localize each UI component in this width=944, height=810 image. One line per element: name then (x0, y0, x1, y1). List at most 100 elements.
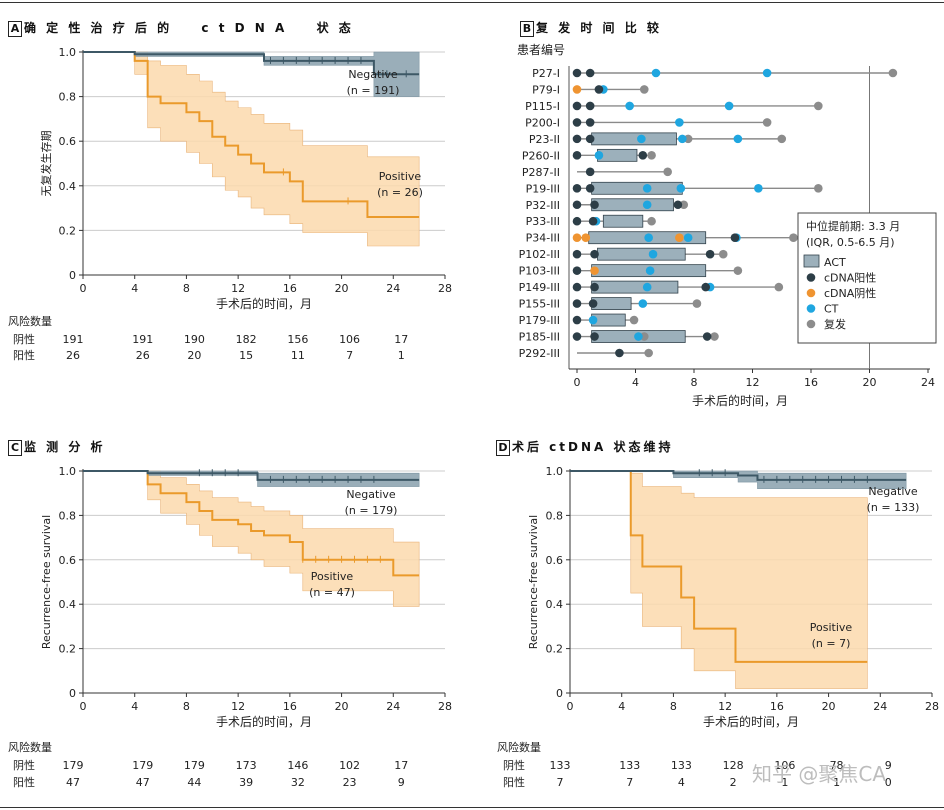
panel-c-risk-count: 17 (394, 759, 408, 772)
panel-b-ctdna-positive-dot (588, 216, 598, 226)
panel-b-ctdna-positive-dot (590, 200, 599, 210)
panel-b-ct-dot (642, 183, 652, 193)
panel-b-relapse-dot (647, 216, 656, 226)
panel-c-risk-table-heading: 风险数量 (8, 740, 52, 754)
panel-a-x-tick-label: 0 (80, 282, 87, 295)
panel-c-risk-count: 179 (63, 759, 84, 772)
panel-b-patient-label: P27-I (532, 67, 560, 80)
panel-a-y-tick-label: 1.0 (59, 46, 77, 59)
panel-b-ct-dot (638, 299, 648, 308)
panel-d-negative-ci-band (570, 470, 907, 490)
panel-b-act-bar (602, 214, 644, 228)
panel-b-relapse-dot (629, 315, 639, 325)
panel-b-legend-label: cDNA阴性 (824, 286, 876, 300)
panel-b-x-tick-label: 8 (691, 376, 698, 389)
panel-b-ctdna-positive-dot (572, 332, 582, 341)
panel-a-y-axis-label: 无复发生存期 (39, 131, 53, 197)
panel-a-x-axis-label: 手术后的时间，月 (216, 296, 312, 311)
panel-d-risk-count: 7 (626, 776, 633, 789)
panel-c-y-tick-label: 0.8 (59, 509, 77, 522)
panel-c-negative-label: Negative (346, 488, 396, 501)
panel-c-x-tick-label: 20 (335, 700, 349, 713)
panel-b-ctdna-negative-dot (581, 233, 591, 242)
panel-a-x-tick-label: 24 (386, 282, 400, 295)
panel-d-y-tick-label: 0.2 (546, 643, 564, 656)
panel-c-positive-ci-band (83, 470, 420, 607)
panel-b-relapse-dot (647, 151, 656, 160)
panel-b-ctdna-positive-dot (594, 85, 604, 94)
panel-b-y-axis-title: 患者编号 (517, 42, 565, 57)
panel-d-risk-count: 4 (678, 776, 685, 789)
panel-a-risk-count: 182 (236, 333, 257, 346)
panel-b-patient-label: P260-II (522, 149, 560, 162)
panel-b-relapse-dot (814, 101, 823, 111)
panel-c-risk-count: 44 (187, 776, 201, 789)
panel-b-ctdna-positive-dot (572, 134, 582, 144)
panel-b-ctdna-positive-dot (730, 233, 740, 242)
panel-d-risk-count: 133 (550, 759, 571, 772)
panel-a-positive-ci-band (83, 51, 420, 247)
panel-b-patient-label: P179-III (519, 314, 560, 327)
panel-b-patient-label: P287-II (522, 166, 560, 179)
panel-d-risk-count: 2 (730, 776, 737, 789)
panel-c-y-tick-label: 0.6 (59, 554, 77, 567)
panel-a-x-tick-label: 4 (131, 282, 138, 295)
panel-a-x-tick-label: 16 (283, 282, 297, 295)
panel-d-risk-table-heading: 风险数量 (497, 740, 541, 754)
panel-b-relapse-dot (710, 332, 719, 341)
panel-c-risk-count: 179 (132, 759, 153, 772)
panel-c-x-axis-label: 手术后的时间，月 (216, 714, 312, 729)
panel-b-legend-ct-swatch (806, 304, 816, 313)
panel-d-risk-count: 133 (619, 759, 640, 772)
panel-a-y-tick-label: 0.4 (59, 180, 77, 193)
panel-a-x-tick-label: 12 (231, 282, 245, 295)
panel-b-ctdna-positive-dot (705, 249, 715, 259)
panel-b-x-tick-label: 4 (632, 376, 639, 389)
panel-a-risk-row-label: 阴性 (13, 332, 35, 346)
panel-d-risk-count: 106 (774, 759, 795, 772)
panel-d-risk-count: 7 (557, 776, 564, 789)
panel-b-patient-label: P155-III (519, 298, 560, 311)
panel-b-ctdna-positive-dot (588, 299, 598, 308)
panel-b-ct-dot (642, 282, 652, 292)
panel-a-risk-row-label: 阳性 (13, 348, 35, 362)
panel-c-negative-curve (83, 470, 420, 481)
panel-c-x-tick-label: 24 (386, 700, 400, 713)
panel-b-legend-ctdna_neg-swatch (806, 288, 816, 298)
panel-d-risk-count: 133 (671, 759, 692, 772)
panel-b-patient-label: P292-III (519, 347, 560, 360)
panel-b-ctdna-positive-dot (615, 348, 624, 358)
panel-b-patient-label: P115-I (525, 100, 560, 113)
panel-b-ct-dot (683, 233, 693, 242)
panel-c-positive-curve (83, 470, 420, 577)
panel-b-ctdna-positive-dot (673, 200, 683, 210)
panel-b-relapse-dot (789, 233, 798, 242)
panel-b-relapse-dot (814, 183, 823, 193)
panel-b-ct-dot (642, 200, 652, 210)
panel-a-negative-n-label: (n = 191) (347, 84, 400, 97)
panel-b-ctdna-positive-dot (572, 200, 582, 210)
panel-c-risk-count: 102 (339, 759, 360, 772)
panel-d-risk-count: 1 (833, 776, 840, 789)
panel-d-title: D 术后 ctDNA 状态维持 (496, 438, 674, 456)
panel-c-letter: C (8, 440, 22, 456)
panel-b-patient-label: P19-III (526, 182, 560, 195)
panel-b-ctdna-positive-dot (585, 134, 595, 144)
panel-b-ctdna-positive-dot (702, 332, 712, 341)
panel-b-ctdna-positive-dot (572, 68, 582, 78)
panel-c-risk-count: 32 (291, 776, 305, 789)
panel-b-ctdna-positive-dot (572, 216, 582, 226)
panel-d-y-tick-label: 0.6 (546, 554, 564, 567)
panel-b-act-bar (591, 280, 679, 294)
panel-c-risk-count: 146 (287, 759, 308, 772)
panel-b-legend-box (797, 212, 937, 344)
panel-b-ctdna-positive-dot (585, 101, 595, 111)
panel-d-x-tick-label: 4 (618, 700, 625, 713)
panel-d-x-tick-label: 28 (925, 700, 939, 713)
panel-d-risk-row-label: 阴性 (503, 758, 525, 772)
panel-b-legend-relapse-swatch (806, 319, 816, 329)
panel-d-risk-count: 1 (781, 776, 788, 789)
